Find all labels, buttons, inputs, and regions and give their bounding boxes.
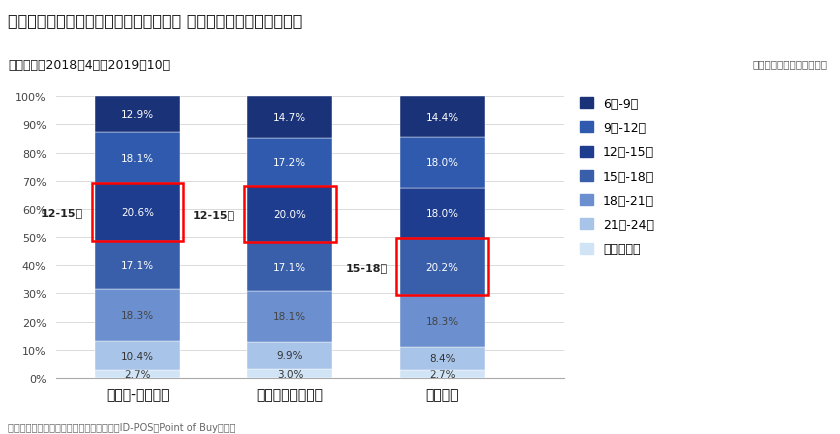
Bar xyxy=(95,133,181,184)
Text: 12-15時: 12-15時 xyxy=(193,210,235,220)
Bar xyxy=(247,291,333,342)
Text: 2.7%: 2.7% xyxy=(124,369,151,379)
Text: 12-15時: 12-15時 xyxy=(40,208,83,218)
Bar xyxy=(400,188,485,239)
Bar xyxy=(400,97,485,138)
Bar xyxy=(95,97,181,133)
Text: 20.6%: 20.6% xyxy=(121,208,154,218)
Legend: 6時-9時, 9時-12時, 12時-15時, 15時-18時, 18時-21時, 21時-24時, 深夜時間帯: 6時-9時, 9時-12時, 12時-15時, 15時-18時, 18時-21時… xyxy=(580,98,654,256)
Text: 15-18時: 15-18時 xyxy=(345,262,387,272)
Text: 10.4%: 10.4% xyxy=(121,351,154,361)
Text: 14.4%: 14.4% xyxy=(426,112,459,122)
Text: 17.1%: 17.1% xyxy=(273,262,307,272)
Text: 18.3%: 18.3% xyxy=(426,316,459,326)
Text: 14.7%: 14.7% xyxy=(273,113,307,123)
Text: 9.9%: 9.9% xyxy=(276,351,303,361)
Bar xyxy=(247,370,333,378)
Bar xyxy=(400,296,485,347)
Text: （レシート購入金額割合）: （レシート購入金額割合） xyxy=(753,59,827,69)
Text: 図表１）コンビニエンスストア大手３社 時間帯別購入レシート金額: 図表１）コンビニエンスストア大手３社 時間帯別購入レシート金額 xyxy=(8,13,302,28)
Text: 18.1%: 18.1% xyxy=(273,311,307,321)
Bar xyxy=(95,341,181,371)
Text: 20.0%: 20.0% xyxy=(274,210,307,220)
Bar xyxy=(247,187,333,243)
Bar xyxy=(92,184,183,242)
Text: 17.1%: 17.1% xyxy=(121,261,154,271)
Bar xyxy=(247,138,333,187)
Bar xyxy=(244,187,335,243)
Text: 18.0%: 18.0% xyxy=(426,158,459,168)
Bar xyxy=(400,371,485,378)
Bar xyxy=(95,290,181,341)
Bar xyxy=(247,342,333,370)
Bar xyxy=(400,239,485,296)
Text: 20.2%: 20.2% xyxy=(426,262,459,272)
Bar xyxy=(400,347,485,371)
Text: 3.0%: 3.0% xyxy=(276,369,303,379)
Text: 2.7%: 2.7% xyxy=(429,369,455,379)
Text: 18.1%: 18.1% xyxy=(121,154,154,164)
Text: 17.2%: 17.2% xyxy=(273,158,307,168)
Text: 調査期間：2018年4月～2019年10月: 調査期間：2018年4月～2019年10月 xyxy=(8,59,171,72)
Bar xyxy=(400,138,485,188)
Text: 8.4%: 8.4% xyxy=(429,354,455,364)
Text: ソフトブレーン・フィールド　マルチプルID-POS「Point of Buy」より: ソフトブレーン・フィールド マルチプルID-POS「Point of Buy」よ… xyxy=(8,422,236,432)
Bar xyxy=(95,371,181,378)
Text: 12.9%: 12.9% xyxy=(121,110,154,120)
Bar xyxy=(247,97,333,138)
Bar xyxy=(95,242,181,290)
Text: 18.0%: 18.0% xyxy=(426,208,459,218)
Bar xyxy=(247,243,333,291)
Bar xyxy=(95,184,181,242)
Bar xyxy=(396,239,488,296)
Text: 18.3%: 18.3% xyxy=(121,310,154,320)
